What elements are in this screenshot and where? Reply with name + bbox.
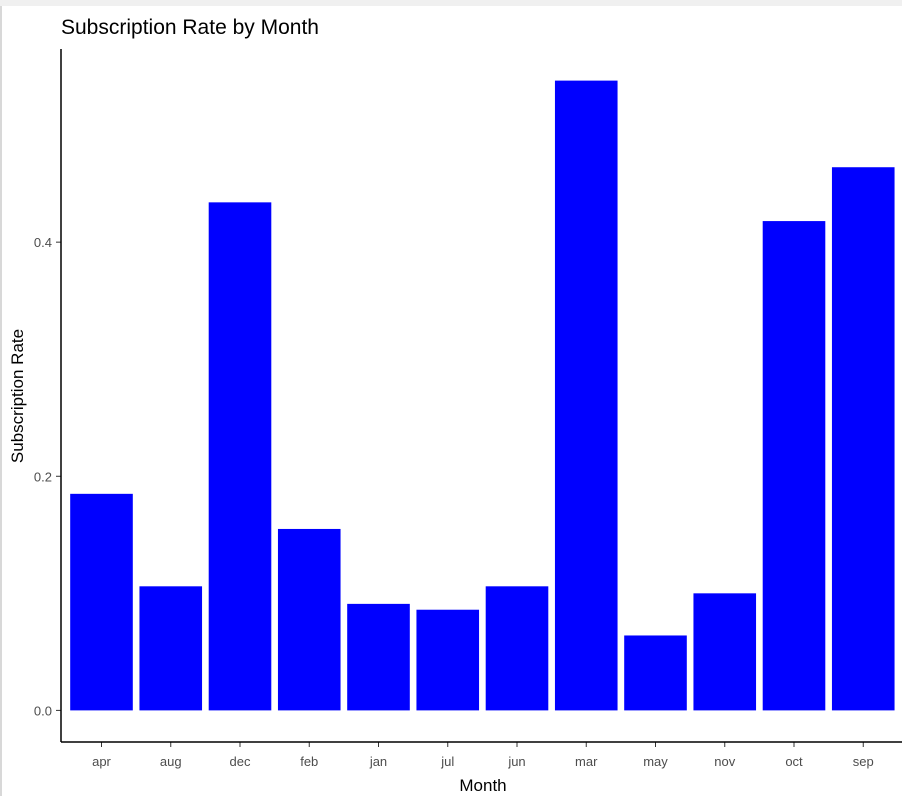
y-tick-label: 0.0 xyxy=(34,703,52,718)
chart-title: Subscription Rate by Month xyxy=(61,16,319,39)
y-axis-ticks: 0.0 0.2 0.4 xyxy=(34,235,61,718)
y-tick-label: 0.4 xyxy=(34,235,52,250)
bar-sep xyxy=(831,167,895,711)
bar-apr xyxy=(70,493,133,711)
x-tick-label-oct: oct xyxy=(785,754,803,769)
x-axis-title: Month xyxy=(459,776,506,795)
window-top-strip xyxy=(0,0,902,6)
x-tick-label-sep: sep xyxy=(853,754,874,769)
x-tick-label-jun: jun xyxy=(507,754,525,769)
bar-oct xyxy=(762,221,826,711)
y-tick-label: 0.2 xyxy=(34,469,52,484)
bar-jul xyxy=(416,609,480,711)
bar-dec xyxy=(208,202,272,711)
bars-layer xyxy=(70,80,895,711)
y-axis-title: Subscription Rate xyxy=(8,329,27,463)
bar-aug xyxy=(139,586,203,711)
x-axis-ticks: apr aug dec feb jan jul jun mar may nov oct sep xyxy=(92,742,874,769)
x-tick-label-feb: feb xyxy=(300,754,318,769)
x-tick-label-aug: aug xyxy=(160,754,182,769)
x-tick-label-jul: jul xyxy=(440,754,454,769)
x-tick-label-may: may xyxy=(643,754,668,769)
x-tick-label-mar: mar xyxy=(575,754,598,769)
bar-mar xyxy=(554,80,618,711)
bar-may xyxy=(624,635,687,711)
x-tick-label-apr: apr xyxy=(92,754,111,769)
bar-nov xyxy=(693,593,757,711)
x-tick-label-jan: jan xyxy=(369,754,387,769)
x-tick-label-nov: nov xyxy=(714,754,735,769)
bar-jun xyxy=(485,586,549,711)
x-tick-label-dec: dec xyxy=(230,754,251,769)
window-left-edge xyxy=(0,6,2,796)
bar-jan xyxy=(347,603,410,711)
bar-feb xyxy=(277,528,341,711)
